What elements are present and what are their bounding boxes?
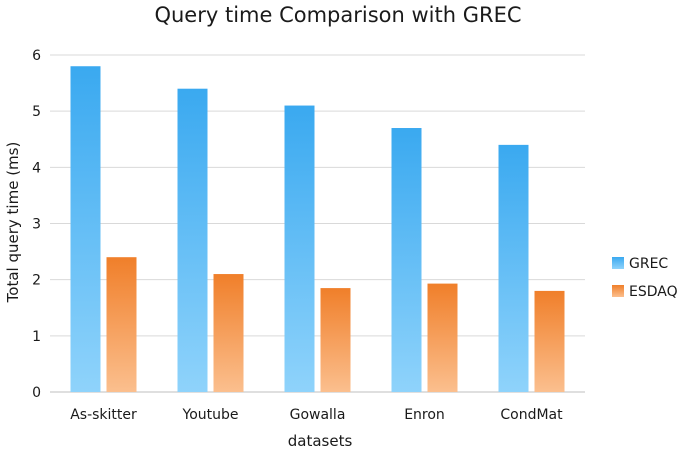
- chart-title: Query time Comparison with GREC: [154, 3, 521, 27]
- x-tick-label: Gowalla: [290, 407, 346, 423]
- x-tick-label: Enron: [404, 407, 445, 423]
- bar-esdaq-condmat: [534, 290, 565, 392]
- legend-label-esdaq: ESDAQ: [629, 284, 678, 300]
- legend: GREC ESDAQ: [612, 256, 678, 300]
- bars: [70, 66, 565, 393]
- bar-esdaq-gowalla: [320, 288, 351, 392]
- y-axis-label: Total query time (ms): [4, 142, 22, 304]
- grid-lines: [50, 54, 585, 393]
- y-axis-ticks: 0 1 2 3 4 5 6: [32, 48, 41, 401]
- x-axis-ticks: As-skitter Youtube Gowalla Enron CondMat: [70, 407, 563, 423]
- bar-esdaq-as-skitter: [106, 257, 137, 392]
- bar-grec-enron: [391, 128, 422, 392]
- x-tick-label: Youtube: [182, 407, 239, 423]
- bar-grec-gowalla: [284, 105, 315, 393]
- y-tick-label: 0: [32, 385, 41, 401]
- bar-esdaq-youtube: [213, 274, 244, 392]
- legend-swatch-esdaq: [612, 285, 624, 297]
- y-tick-label: 5: [32, 104, 41, 120]
- y-tick-label: 2: [32, 273, 41, 289]
- x-tick-label: As-skitter: [70, 407, 137, 423]
- bar-esdaq-enron: [427, 283, 458, 392]
- legend-label-grec: GREC: [629, 256, 668, 272]
- y-tick-label: 6: [32, 48, 41, 64]
- bar-grec-condmat: [498, 144, 529, 392]
- y-tick-label: 3: [32, 217, 41, 233]
- x-tick-label: CondMat: [500, 407, 563, 423]
- bar-grec-as-skitter: [70, 66, 101, 392]
- y-tick-label: 4: [32, 160, 41, 176]
- y-tick-label: 1: [32, 329, 41, 345]
- legend-swatch-grec: [612, 257, 624, 269]
- x-axis-label: datasets: [288, 432, 353, 450]
- bar-grec-youtube: [177, 88, 208, 392]
